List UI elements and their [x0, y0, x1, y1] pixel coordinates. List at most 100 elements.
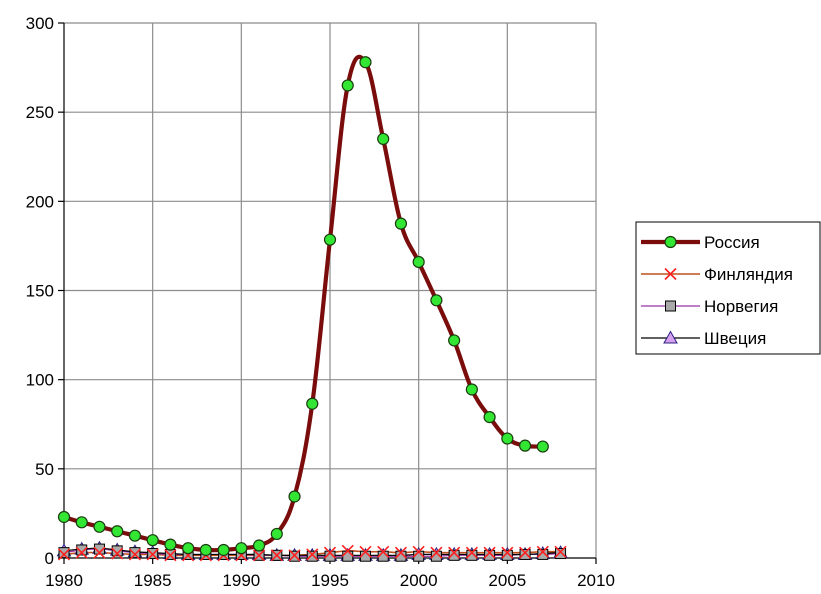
data-point [465, 383, 478, 396]
data-point [93, 546, 106, 559]
data-point [342, 550, 354, 562]
data-point [128, 529, 142, 542]
data-point [484, 549, 496, 561]
legend-marker [664, 235, 677, 249]
data-point [93, 520, 106, 533]
data-point [448, 546, 461, 559]
data-point [394, 546, 407, 559]
x-tick-label: 1980 [45, 571, 83, 590]
data-point [377, 545, 390, 558]
data-point [465, 546, 478, 559]
data-point [518, 439, 532, 452]
data-point [430, 294, 443, 307]
x-tick-label: 1990 [222, 571, 260, 590]
data-point [58, 547, 70, 559]
data-point [288, 549, 301, 562]
data-point [466, 549, 478, 561]
legend-label: Финляндия [704, 265, 793, 284]
data-point [270, 549, 283, 562]
data-point [537, 548, 549, 560]
data-point [323, 233, 337, 246]
data-point [306, 397, 319, 410]
data-point [323, 546, 337, 559]
data-point [412, 545, 425, 558]
data-point [448, 334, 461, 347]
data-point [253, 549, 266, 562]
data-point [182, 542, 195, 555]
data-point [146, 548, 159, 561]
data-point [519, 548, 531, 560]
data-point [554, 545, 567, 558]
data-point [359, 56, 372, 69]
legend-marker [663, 330, 678, 344]
y-tick-label: 100 [26, 371, 54, 390]
data-point [306, 550, 318, 562]
data-point [111, 525, 124, 538]
data-point [483, 411, 496, 424]
data-point [448, 549, 460, 561]
data-point [217, 543, 230, 557]
y-tick-label: 150 [26, 282, 54, 301]
data-point [501, 432, 514, 445]
data-point [288, 490, 301, 503]
data-markers [56, 56, 568, 562]
data-point [501, 546, 514, 559]
data-point [341, 79, 354, 92]
data-point [341, 544, 354, 557]
y-tick-label: 50 [35, 460, 54, 479]
data-point [536, 440, 549, 453]
y-tick-label: 250 [26, 103, 54, 122]
data-point [129, 547, 141, 559]
series-line-0 [63, 54, 543, 553]
x-tick-label: 2010 [577, 571, 615, 590]
data-point [111, 545, 123, 557]
y-tick-label: 300 [26, 14, 54, 33]
data-point [270, 527, 283, 541]
tick-labels: 0 50 100 150 200 250 300 1980 1985 1990 1995 2000 20… [26, 14, 615, 590]
data-point [128, 548, 141, 561]
data-point [199, 543, 212, 557]
data-point [359, 545, 372, 558]
data-point [536, 545, 549, 558]
data-point [519, 546, 532, 559]
data-point [235, 542, 248, 555]
y-tick-label: 0 [45, 549, 54, 568]
grid [64, 22, 597, 558]
data-point [57, 510, 71, 524]
data-point [75, 546, 88, 559]
data-point [394, 217, 408, 230]
data-point [430, 546, 443, 559]
legend-marker [664, 267, 677, 281]
x-tick-label: 2000 [400, 571, 438, 590]
data-point [483, 546, 496, 559]
data-point [252, 539, 266, 552]
x-tick-label: 1985 [134, 571, 172, 590]
legend-marker [665, 300, 676, 312]
series-lines [63, 54, 561, 557]
data-point [57, 548, 71, 561]
data-point [555, 548, 567, 560]
y-tick-label: 200 [26, 192, 54, 211]
data-point [111, 547, 124, 560]
x-tick-label: 2005 [488, 571, 526, 590]
data-point [430, 550, 442, 562]
data-point [306, 548, 319, 561]
data-point [324, 550, 336, 562]
data-point [395, 550, 407, 562]
legend-label: Россия [704, 233, 760, 252]
axes [58, 22, 597, 564]
x-tick-label: 1995 [311, 571, 349, 590]
data-point [164, 538, 177, 551]
data-point [501, 549, 513, 561]
data-point [412, 255, 425, 269]
data-point [76, 544, 88, 556]
legend: Россия Финляндия Норвегия Швеция [635, 221, 821, 355]
legend-label: Норвегия [704, 297, 778, 316]
data-point [93, 543, 105, 555]
data-point [164, 549, 177, 562]
data-point [75, 516, 88, 529]
legend-label: Швеция [704, 329, 766, 348]
data-point [377, 132, 390, 146]
data-point [146, 534, 159, 547]
